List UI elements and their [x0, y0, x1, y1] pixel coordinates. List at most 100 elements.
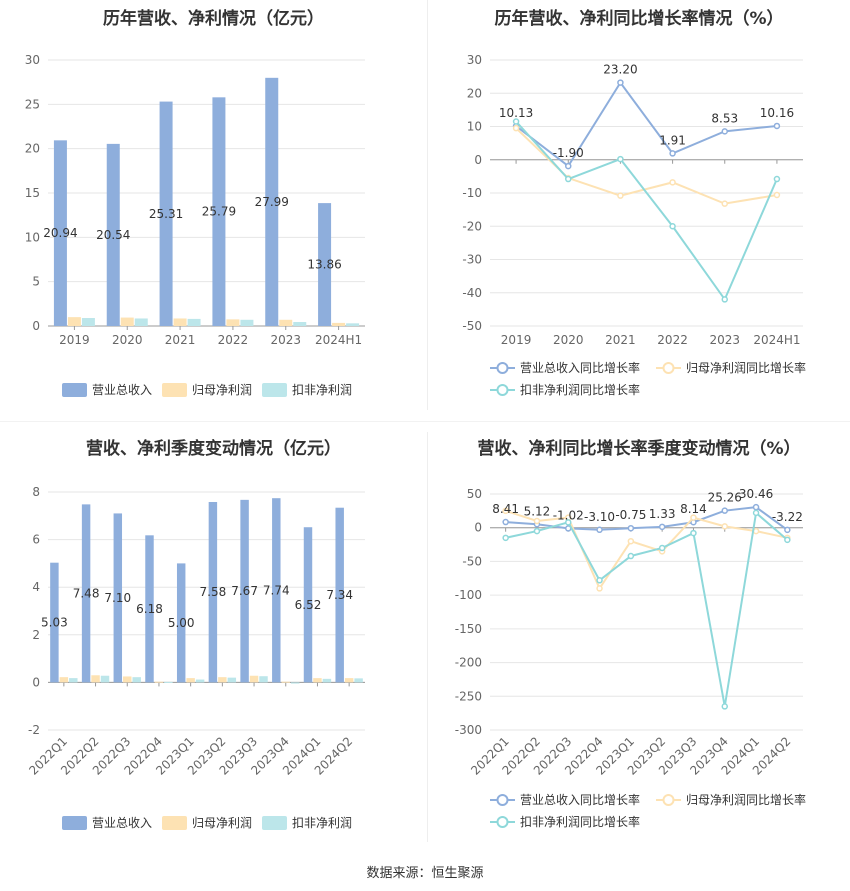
- y-tick-label: -10: [462, 186, 482, 200]
- x-tick-label: 2024H1: [315, 333, 362, 347]
- bar: [354, 678, 363, 683]
- legend-swatch: [162, 816, 187, 830]
- bar: [120, 317, 134, 326]
- data-point: [721, 200, 728, 207]
- data-label: 10.13: [499, 106, 533, 120]
- chart-title: 营收、净利季度变动情况（亿元）: [86, 439, 341, 459]
- data-point: [596, 577, 603, 584]
- bar: [132, 677, 141, 683]
- y-tick-label: -20: [462, 219, 482, 233]
- bar: [123, 676, 132, 683]
- data-point: [669, 150, 676, 157]
- bar: [318, 203, 332, 326]
- data-point: [721, 296, 728, 303]
- y-tick-label: 10: [467, 120, 482, 134]
- y-tick-label: 0: [32, 319, 40, 333]
- y-tick-label: 10: [25, 230, 40, 244]
- bar: [212, 97, 226, 326]
- data-point: [617, 155, 624, 163]
- bar: [59, 677, 69, 683]
- legend-marker: [496, 794, 509, 806]
- bar: [186, 678, 195, 683]
- data-point: [533, 527, 541, 535]
- legend-swatch: [62, 383, 87, 397]
- data-label: 7.10: [104, 591, 131, 605]
- legend-marker: [496, 384, 509, 396]
- bar: [53, 140, 67, 326]
- legend-label: 归母净利润: [192, 816, 252, 830]
- legend-marker: [662, 794, 675, 806]
- data-point: [512, 118, 520, 125]
- data-point: [669, 179, 676, 186]
- data-point: [773, 175, 781, 183]
- data-label: 23.20: [603, 63, 637, 77]
- data-point: [565, 162, 572, 170]
- data-label: 20.54: [96, 228, 130, 242]
- x-tick-label: 2023: [270, 333, 301, 347]
- y-tick-label: 50: [467, 487, 482, 501]
- bar: [259, 676, 268, 683]
- data-label: 25.31: [149, 207, 183, 221]
- y-tick-label: 0: [32, 675, 40, 689]
- y-tick-label: 2: [32, 628, 40, 642]
- data-point: [752, 503, 760, 511]
- data-label: 13.86: [307, 258, 341, 272]
- bar: [332, 322, 346, 326]
- y-tick-label: 6: [32, 533, 40, 547]
- x-tick-label: 2023: [709, 333, 740, 347]
- data-point: [721, 703, 728, 710]
- y-tick-label: -300: [455, 723, 482, 737]
- bar: [290, 682, 300, 684]
- data-label: 1.91: [659, 133, 686, 147]
- data-point: [596, 585, 603, 592]
- data-label: -1.90: [553, 146, 584, 160]
- vertical-divider-top: [427, 0, 428, 410]
- data-label: 30.46: [739, 487, 773, 501]
- data-label: 6.52: [295, 598, 322, 612]
- y-tick-label: -50: [462, 554, 482, 568]
- annual-amounts-plot: 0 5 10 15 20 25 30 2019 2020 2021 2022 2023 2024H1 20…: [25, 53, 365, 397]
- chart-title: 历年营收、净利情况（亿元）: [103, 9, 324, 29]
- bar: [173, 318, 187, 326]
- legend-marker: [496, 816, 509, 828]
- data-point: [752, 509, 760, 517]
- bar: [195, 679, 205, 683]
- data-label: 5.12: [524, 504, 551, 518]
- data-label: 7.74: [263, 583, 290, 597]
- quarterly-growth-plot: -300-250-200-150-100-500502022Q12022Q220…: [455, 487, 806, 829]
- data-point: [721, 128, 728, 135]
- bar: [346, 323, 360, 326]
- x-tick-label: 2019: [501, 333, 532, 347]
- y-tick-label: -200: [455, 656, 482, 670]
- data-point: [565, 175, 572, 183]
- y-tick-label: 30: [467, 53, 482, 67]
- bar: [208, 501, 218, 683]
- legend-marker: [496, 362, 509, 374]
- bar: [159, 101, 173, 327]
- data-point: [721, 523, 728, 530]
- bar: [69, 678, 78, 683]
- legend-label: 营业总收入同比增长率: [520, 360, 640, 375]
- data-point: [627, 524, 635, 532]
- annual-growth-chart: 历年营收、净利同比增长率情况（%） -50 -40 -30 -20 -10 0 10 20 30…: [428, 0, 850, 420]
- y-tick-label: 5: [32, 275, 40, 289]
- bar: [113, 513, 123, 683]
- bar: [176, 563, 186, 683]
- data-point: [721, 507, 728, 514]
- data-point: [658, 544, 666, 552]
- bar: [134, 318, 148, 326]
- series-line: [505, 510, 789, 707]
- data-label: 25.79: [202, 205, 236, 219]
- bar: [272, 498, 281, 683]
- bar: [187, 318, 201, 326]
- bar: [226, 319, 240, 326]
- y-tick-label: -40: [462, 286, 482, 300]
- series-line: [515, 120, 778, 302]
- y-tick-label: 0: [474, 521, 482, 535]
- bar: [100, 675, 110, 683]
- y-tick-label: 20: [467, 86, 482, 100]
- legend-swatch: [262, 816, 287, 830]
- x-tick-label: 2022: [657, 333, 688, 347]
- legend-label: 扣非净利润同比增长率: [520, 814, 640, 829]
- data-point: [690, 514, 697, 521]
